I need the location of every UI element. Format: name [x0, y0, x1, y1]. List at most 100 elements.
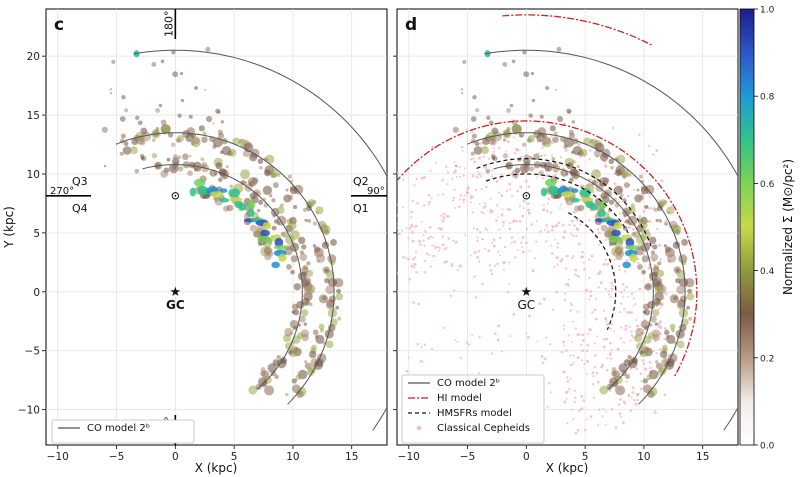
cepheid-point	[588, 148, 592, 152]
density-clump	[293, 283, 301, 291]
density-clump	[641, 269, 646, 275]
density-clump	[618, 363, 628, 373]
cepheid-point	[588, 276, 591, 280]
cepheid-point	[555, 256, 559, 260]
density-clump	[536, 133, 545, 143]
cepheid-point	[559, 259, 563, 263]
density-clump	[290, 255, 298, 263]
cepheid-point	[388, 175, 391, 178]
cepheid-point	[657, 322, 661, 325]
cepheid-point	[402, 256, 405, 259]
quadrant-label-q2: Q2	[353, 175, 369, 188]
cepheid-point	[627, 311, 631, 314]
density-clump	[599, 152, 609, 162]
cepheid-point	[596, 335, 599, 338]
cepheid-point	[551, 308, 555, 311]
density-clump	[177, 166, 184, 172]
colorbar-tick-label: 0.2	[760, 354, 774, 364]
cepheid-point	[518, 205, 521, 208]
cepheid-point	[658, 348, 662, 351]
cepheid-point	[438, 247, 441, 250]
cepheid-point	[419, 243, 422, 246]
cepheid-point	[527, 208, 530, 212]
density-clump	[306, 367, 315, 376]
density-clump	[563, 122, 566, 125]
cepheid-point	[498, 146, 501, 150]
x-tick-label: −5	[109, 451, 124, 463]
cepheid-point	[642, 362, 646, 366]
density-clump	[124, 108, 129, 113]
cepheid-point	[589, 415, 593, 418]
cepheid-point	[480, 188, 483, 191]
density-clump	[225, 165, 229, 169]
cepheid-point	[541, 361, 545, 365]
density-clump	[109, 88, 113, 91]
density-clump	[491, 156, 496, 160]
cepheid-point	[432, 254, 435, 258]
cepheid-point	[397, 222, 399, 225]
density-clump	[623, 182, 630, 188]
cepheid-point	[496, 216, 499, 219]
panel-c-co-model-arcs	[115, 49, 387, 431]
cepheid-point	[589, 294, 593, 298]
cepheid-point	[618, 212, 622, 215]
cepheid-point	[412, 257, 415, 261]
cepheid-point	[569, 378, 572, 380]
cepheid-point	[563, 328, 566, 331]
density-clump	[310, 344, 317, 351]
cepheid-point	[483, 202, 486, 205]
cepheid-point	[654, 411, 657, 415]
cepheid-point	[586, 344, 590, 347]
cepheid-point	[630, 396, 633, 399]
cepheid-point	[423, 343, 427, 346]
cepheid-point	[636, 324, 640, 328]
gc-star: ★	[170, 285, 182, 300]
cepheid-point	[477, 372, 481, 375]
cepheid-point	[488, 157, 491, 161]
density-clump	[277, 222, 281, 226]
cepheid-point	[607, 290, 610, 293]
density-clump	[506, 108, 512, 114]
density-clump	[544, 167, 550, 172]
cepheid-point	[506, 140, 510, 144]
cepheid-point	[496, 262, 499, 266]
density-clump	[454, 164, 458, 168]
cepheid-point	[450, 264, 454, 268]
cepheid-point	[410, 223, 413, 227]
cepheid-point	[610, 357, 613, 360]
density-clump	[487, 137, 496, 145]
cepheid-point	[539, 230, 542, 233]
cepheid-point	[574, 396, 577, 399]
density-clump	[212, 137, 223, 148]
cepheid-point	[556, 246, 559, 249]
density-clump	[259, 165, 263, 170]
density-clump	[298, 315, 306, 323]
panel-d: ★GC d −10 −5 0 5 10 15 CO model 2ᵇ HI model HMS…	[388, 8, 739, 463]
cepheid-point	[415, 224, 418, 228]
cepheid-point	[664, 337, 667, 341]
density-clump	[288, 350, 293, 355]
cepheid-point	[550, 135, 553, 138]
cepheid-point	[642, 209, 646, 213]
cepheid-point	[570, 302, 572, 305]
cepheid-point	[618, 268, 621, 271]
density-clump	[320, 328, 325, 333]
density-clump	[312, 244, 317, 248]
density-clump	[185, 133, 194, 143]
cepheid-point	[624, 328, 628, 331]
density-clump	[155, 108, 161, 114]
cepheid-point	[610, 287, 614, 291]
cepheid-point	[609, 327, 612, 330]
cepheid-point	[631, 227, 635, 231]
density-clump	[528, 113, 533, 118]
density-clump	[272, 182, 279, 188]
density-core	[540, 187, 547, 197]
cepheid-point	[453, 188, 456, 191]
gc-label: GC	[166, 298, 185, 312]
density-clump	[627, 358, 638, 369]
cepheid-point	[478, 231, 482, 234]
cepheid-point	[580, 359, 583, 362]
cepheid-point	[562, 235, 566, 239]
density-clump	[473, 146, 483, 155]
density-clump	[553, 131, 558, 136]
